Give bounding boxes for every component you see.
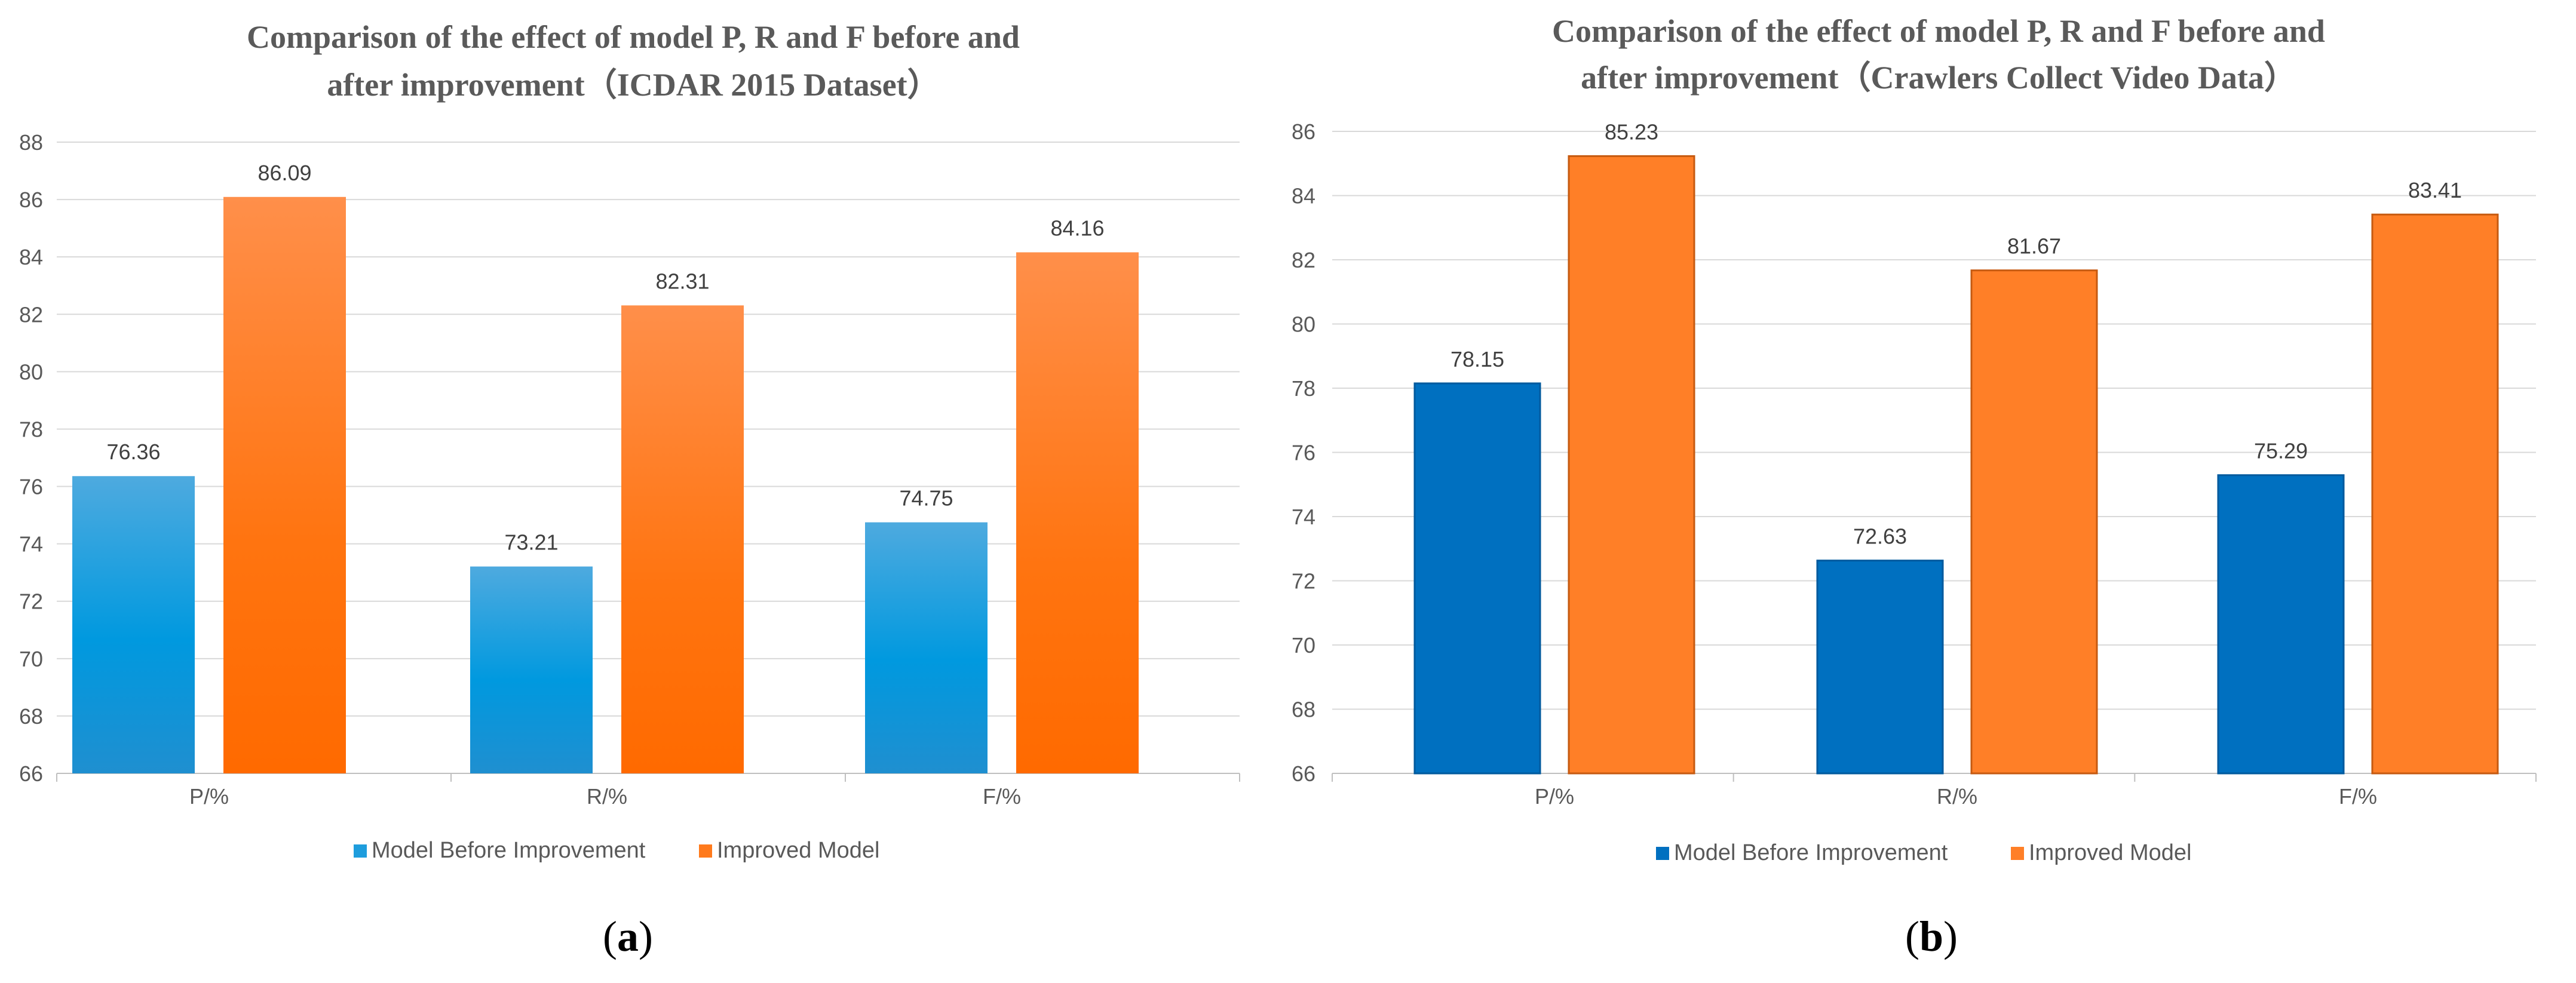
chart-b-category-label: R/%	[1937, 784, 1977, 809]
chart-a-ytick-label: 80	[19, 360, 43, 384]
chart-a: Comparison of the effect of model P, R a…	[19, 19, 1240, 960]
chart-a-bar-improved	[223, 196, 346, 773]
chart-b-data-label: 85.23	[1605, 119, 1658, 144]
chart-a-plot: 66 68 70 72 74 76 78 80 82 84 86 88 P/% R/% F/% 76.36 73…	[19, 130, 1240, 809]
chart-b-plot: 66 68 70 72 74 76 78 80 82 84 86 P/% R/% F/% 78.15 72.6…	[1292, 119, 2537, 809]
chart-a-legend-swatch-improved	[699, 844, 712, 858]
chart-a-category-label: R/%	[587, 784, 627, 809]
chart-a-title-line1: Comparison of the effect of model P, R a…	[247, 19, 1020, 55]
chart-a-ytick-label: 84	[19, 245, 43, 269]
chart-b-data-label: 81.67	[2007, 234, 2061, 259]
chart-b-data-label: 83.41	[2408, 178, 2462, 202]
chart-b-legend-swatch-improved	[2011, 847, 2024, 860]
chart-a-bar-improved	[621, 305, 744, 773]
chart-b-bar-before	[1413, 382, 1541, 775]
chart-b-caption-letter: b	[1919, 913, 1943, 960]
chart-b-legend-label-before: Model Before Improvement	[1674, 840, 1948, 865]
chart-b-ytick-label: 78	[1292, 376, 1315, 401]
chart-b-bar-improved	[1970, 269, 2098, 775]
chart-b-bar-improved	[2371, 213, 2499, 775]
chart-a-ytick-label: 72	[19, 589, 43, 614]
chart-a-title-line2: after improvement（ICDAR 2015 Dataset）	[327, 67, 939, 103]
chart-a-ytick-label: 66	[19, 761, 43, 786]
chart-a-ytick-label: 78	[19, 417, 43, 441]
chart-a-data-label: 74.75	[899, 486, 953, 511]
chart-b-category-label: F/%	[2339, 784, 2377, 809]
chart-a-caption-letter: a	[617, 913, 639, 960]
chart-a-data-label: 76.36	[106, 440, 160, 464]
chart-b-ytick-label: 66	[1292, 761, 1315, 786]
chart-a-bar-before	[470, 566, 593, 773]
chart-a-ytick-label: 88	[19, 130, 43, 155]
chart-b-data-label: 72.63	[1853, 524, 1907, 549]
chart-a-data-label: 84.16	[1050, 216, 1104, 240]
chart-b-ytick-label: 74	[1292, 505, 1315, 529]
chart-b-legend-label-improved: Improved Model	[2029, 840, 2191, 865]
chart-a-category-label: F/%	[983, 784, 1021, 809]
chart-b-ytick-label: 86	[1292, 119, 1315, 144]
chart-a-ytick-label: 86	[19, 188, 43, 212]
chart-a-legend-label-improved: Improved Model	[717, 838, 879, 863]
chart-a-legend-label-before: Model Before Improvement	[372, 838, 646, 863]
chart-b-data-label: 78.15	[1450, 347, 1504, 371]
chart-b-ytick-label: 84	[1292, 184, 1315, 208]
chart-b-data-label: 75.29	[2254, 439, 2308, 463]
chart-b-category-label: P/%	[1535, 784, 1574, 809]
chart-a-legend: Model Before Improvement Improved Model	[354, 838, 879, 863]
chart-b-bar-before	[2217, 474, 2345, 775]
chart-b-ytick-label: 72	[1292, 569, 1315, 594]
chart-b-ytick-label: 82	[1292, 248, 1315, 272]
chart-b-legend: Model Before Improvement Improved Model	[1656, 840, 2191, 865]
chart-b-legend-swatch-before	[1656, 847, 1669, 860]
chart-b-ytick-label: 70	[1292, 633, 1315, 658]
chart-b-ytick-label: 80	[1292, 312, 1315, 337]
chart-a-ytick-label: 76	[19, 475, 43, 499]
chart-a-ytick-label: 82	[19, 302, 43, 327]
chart-b: Comparison of the effect of model P, R a…	[1292, 13, 2537, 960]
chart-a-bar-before	[72, 476, 195, 773]
chart-b-caption: (b)	[1905, 913, 1958, 960]
chart-a-ytick-label: 70	[19, 647, 43, 671]
chart-b-title-line1: Comparison of the effect of model P, R a…	[1552, 13, 2325, 49]
chart-b-bar-before	[1816, 560, 1944, 775]
chart-a-data-label: 82.31	[655, 269, 709, 293]
chart-b-bar-improved	[1568, 155, 1695, 775]
chart-a-data-label: 73.21	[504, 530, 558, 555]
chart-a-bar-improved	[1016, 252, 1139, 774]
chart-a-data-label: 86.09	[257, 161, 311, 185]
chart-a-legend-swatch-before	[354, 844, 367, 858]
chart-a-ytick-label: 68	[19, 704, 43, 729]
chart-a-category-label: P/%	[189, 784, 229, 809]
chart-a-caption: (a)	[603, 913, 653, 960]
chart-b-ytick-label: 76	[1292, 441, 1315, 465]
chart-a-ytick-label: 74	[19, 532, 43, 557]
chart-b-title-line2: after improvement（Crawlers Collect Video…	[1581, 60, 2296, 96]
chart-b-ytick-label: 68	[1292, 698, 1315, 722]
chart-a-bar-before	[865, 522, 988, 773]
